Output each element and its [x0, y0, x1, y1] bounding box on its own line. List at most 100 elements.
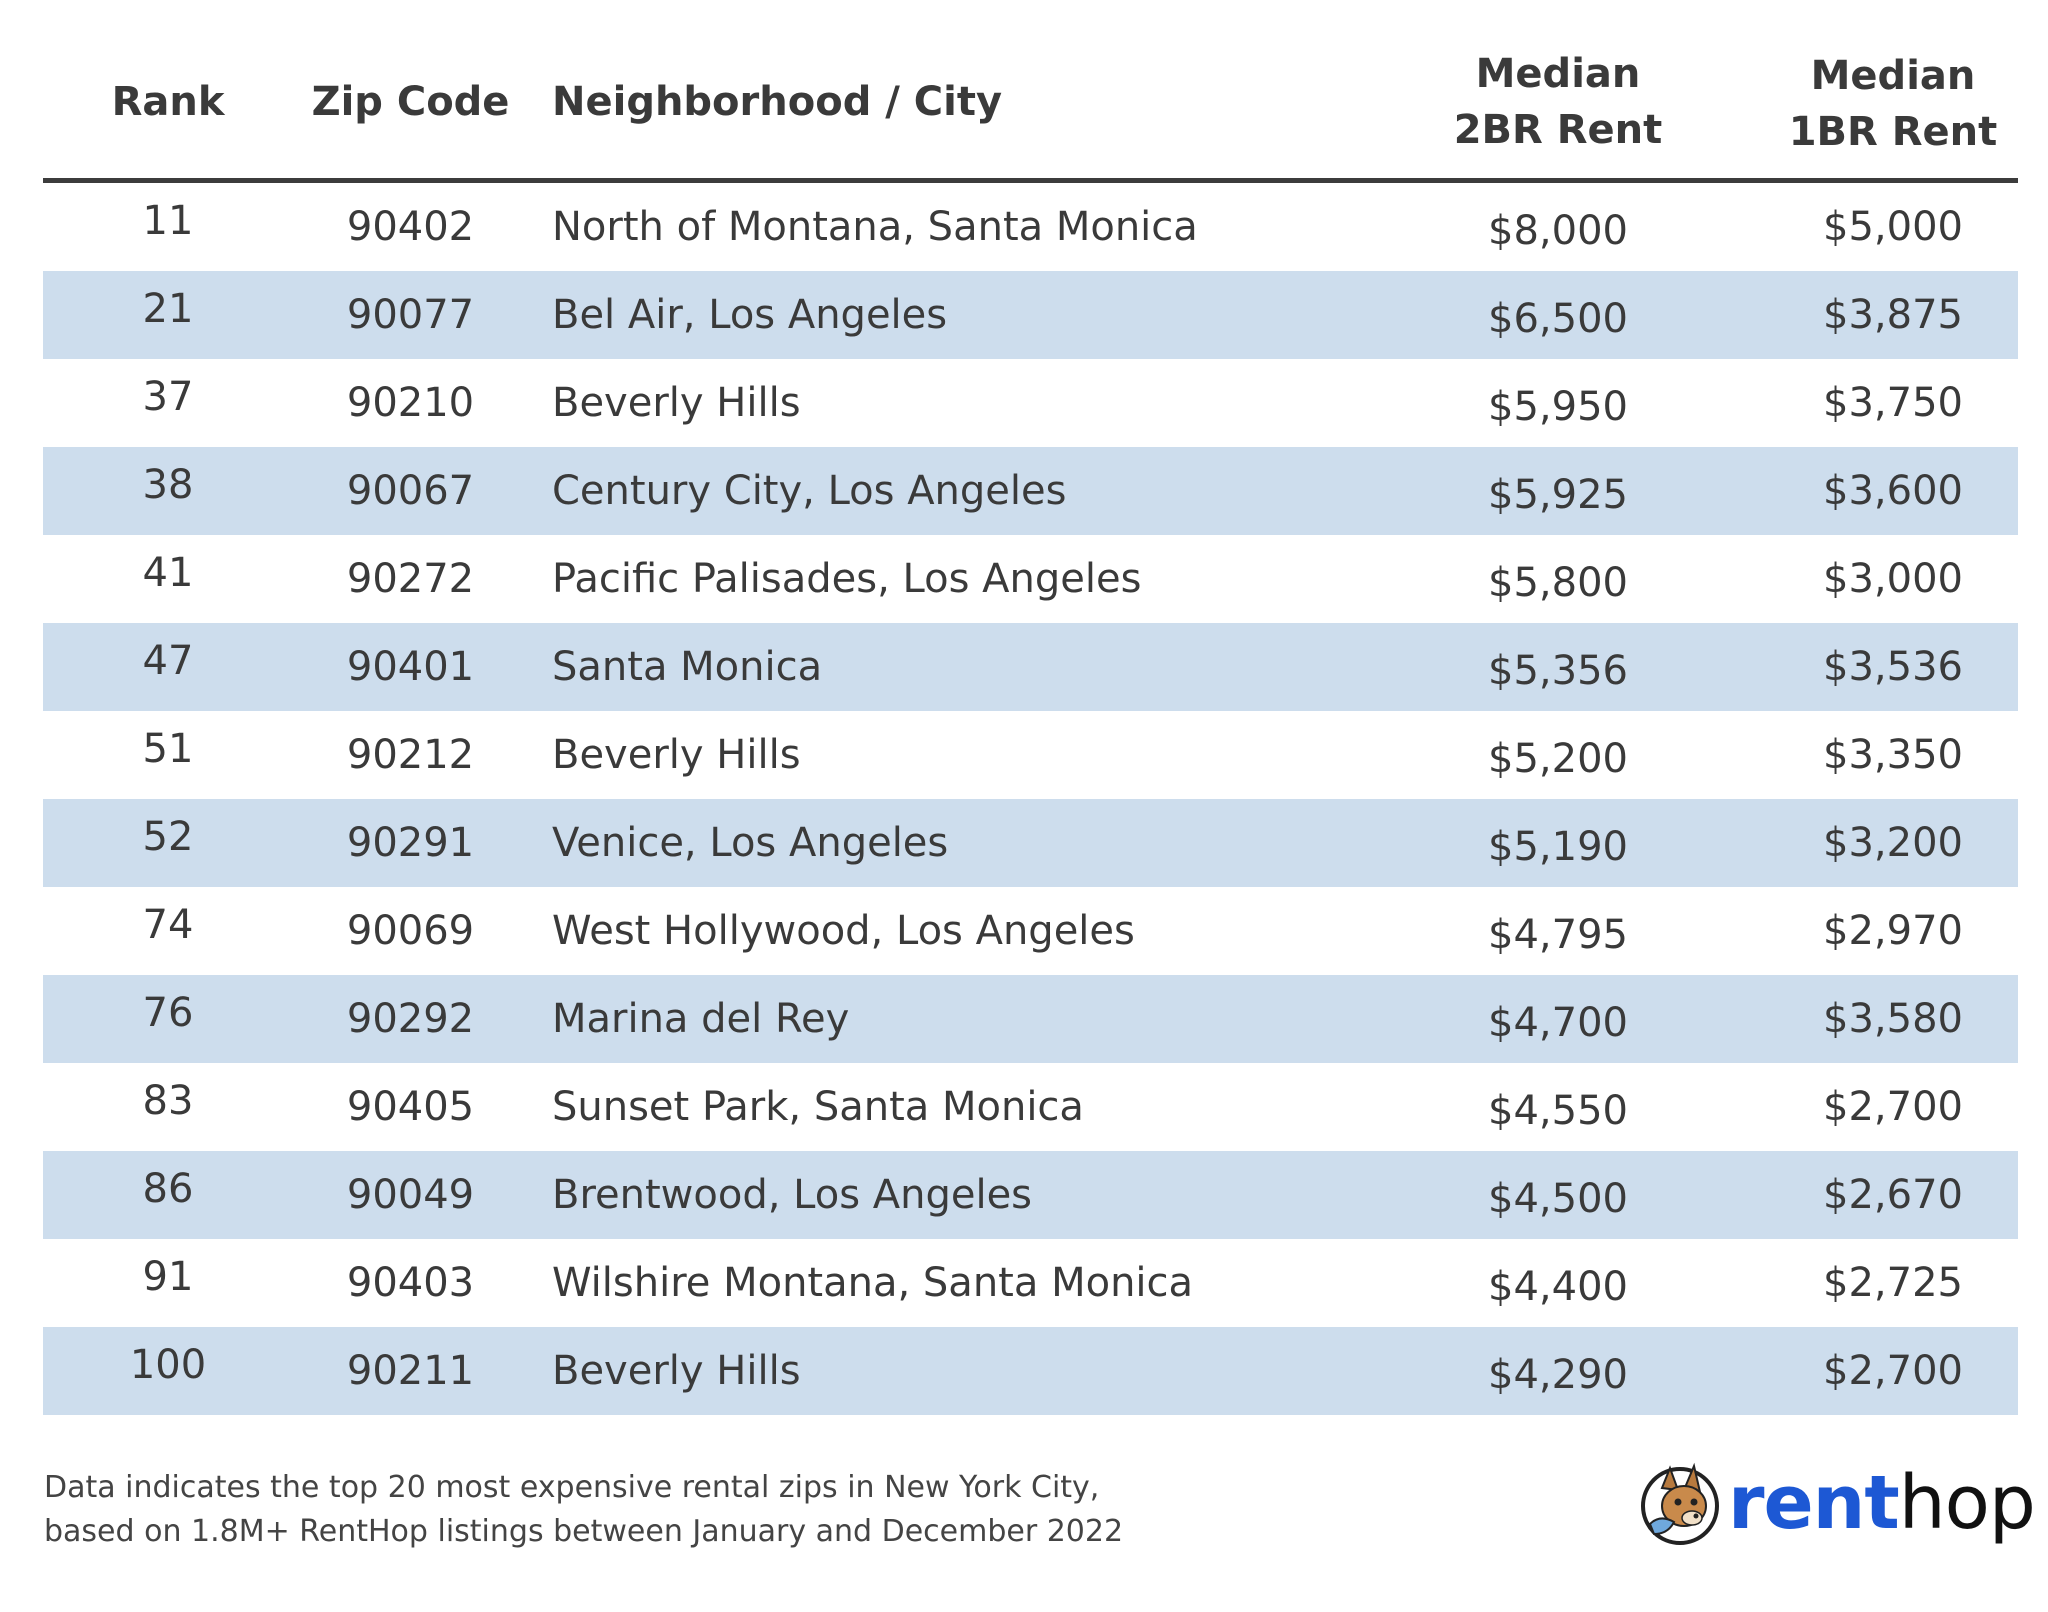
cell-median-2br-rent: $5,356 [1488, 648, 1628, 694]
cell-neighborhood: Santa Monica [552, 644, 823, 690]
footnote-line2: based on 1.8M+ RentHop listings between … [44, 1514, 1124, 1549]
table-row: 91 90403 Wilshire Montana, Santa Monica $4,… [43, 1239, 2018, 1327]
cell-median-2br-rent: $5,925 [1488, 472, 1628, 518]
cell-rank: 100 [129, 1342, 207, 1388]
cell-rank: 76 [142, 990, 194, 1036]
cell-neighborhood: Beverly Hills [552, 380, 801, 426]
cell-median-2br-rent: $5,200 [1488, 736, 1628, 782]
table-header: Rank Zip Code Neighborhood / City Median… [43, 30, 2018, 183]
cell-rank: 52 [142, 814, 194, 860]
table-body: 11 90402 North of Montana, Santa Monica $8,… [43, 183, 2018, 1415]
footnote-line1: Data indicates the top 20 most expensive… [44, 1470, 1100, 1505]
cell-median-1br-rent: $2,670 [1823, 1172, 1963, 1218]
fox-mascot-icon [1641, 1462, 1719, 1545]
cell-rank: 41 [142, 550, 194, 596]
cell-rank: 11 [142, 198, 194, 244]
cell-median-2br-rent: $8,000 [1488, 208, 1628, 254]
cell-neighborhood: North of Montana, Santa Monica [552, 204, 1198, 250]
cell-median-1br-rent: $2,970 [1823, 908, 1963, 954]
cell-median-2br-rent: $4,400 [1488, 1264, 1628, 1310]
cell-zip-code: 90272 [346, 556, 475, 602]
cell-rank: 47 [142, 638, 194, 684]
cell-median-2br-rent: $5,190 [1488, 824, 1628, 870]
cell-median-2br-rent: $5,800 [1488, 560, 1628, 606]
cell-neighborhood: Beverly Hills [552, 1348, 801, 1394]
cell-zip-code: 90405 [346, 1084, 475, 1130]
cell-zip-code: 90291 [346, 820, 475, 866]
cell-median-1br-rent: $3,875 [1823, 292, 1963, 338]
header-neighborhood: Neighborhood / City [552, 79, 1003, 125]
cell-zip-code: 90401 [346, 644, 475, 690]
footnote: Data indicates the top 20 most expensive… [44, 1466, 1244, 1554]
cell-rank: 38 [142, 462, 194, 508]
header-median-1br-line2: 1BR Rent [1788, 109, 1998, 155]
table-row: 86 90049 Brentwood, Los Angeles $4,500 $2,67… [43, 1151, 2018, 1239]
table-row: 21 90077 Bel Air, Los Angeles $6,500 $3,875 [43, 271, 2018, 359]
cell-median-1br-rent: $3,580 [1823, 996, 1963, 1042]
cell-rank: 51 [142, 726, 194, 772]
cell-zip-code: 90403 [346, 1260, 475, 1306]
cell-median-1br-rent: $3,750 [1823, 380, 1963, 426]
table-row: 37 90210 Beverly Hills $5,950 $3,750 [43, 359, 2018, 447]
header-zip-code: Zip Code [311, 79, 510, 125]
cell-rank: 74 [142, 902, 194, 948]
table-row: 100 90211 Beverly Hills $4,290 $2,700 [43, 1327, 2018, 1415]
cell-median-1br-rent: $2,700 [1823, 1084, 1963, 1130]
cell-zip-code: 90067 [346, 468, 475, 514]
cell-rank: 37 [142, 374, 194, 420]
cell-median-1br-rent: $3,350 [1823, 732, 1963, 778]
cell-median-1br-rent: $3,600 [1823, 468, 1963, 514]
cell-zip-code: 90210 [346, 380, 475, 426]
cell-median-1br-rent: $5,000 [1823, 204, 1963, 250]
cell-median-1br-rent: $3,536 [1823, 644, 1963, 690]
table-row: 74 90069 West Hollywood, Los Angeles $4,795… [43, 887, 2018, 975]
table-row: 76 90292 Marina del Rey $4,700 $3,580 [43, 975, 2018, 1063]
header-median-2br-rent: Median 2BR Rent [1333, 46, 1783, 158]
cell-zip-code: 90069 [346, 908, 475, 954]
cell-median-1br-rent: $3,000 [1823, 556, 1963, 602]
cell-neighborhood: West Hollywood, Los Angeles [552, 908, 1135, 954]
logo-wordmark: renthop [1728, 1458, 2036, 1548]
cell-neighborhood: Venice, Los Angeles [552, 820, 949, 866]
cell-rank: 21 [142, 286, 194, 332]
cell-neighborhood: Marina del Rey [552, 996, 850, 1042]
cell-median-2br-rent: $4,700 [1488, 1000, 1628, 1046]
cell-rank: 91 [142, 1254, 194, 1300]
header-median-1br-line1: Median [1810, 53, 1976, 99]
cell-zip-code: 90049 [346, 1172, 475, 1218]
cell-zip-code: 90077 [346, 292, 475, 338]
header-median-2br-line1: Median [1475, 51, 1641, 97]
header-median-2br-line2: 2BR Rent [1453, 107, 1663, 153]
rent-table: Rank Zip Code Neighborhood / City Median… [43, 30, 2018, 1415]
table-row: 38 90067 Century City, Los Angeles $5,925 $3… [43, 447, 2018, 535]
cell-neighborhood: Bel Air, Los Angeles [552, 292, 948, 338]
cell-median-1br-rent: $2,700 [1823, 1348, 1963, 1394]
cell-neighborhood: Century City, Los Angeles [552, 468, 1067, 514]
cell-neighborhood: Pacific Palisades, Los Angeles [552, 556, 1142, 602]
logo-text-rent: rent [1728, 1460, 1900, 1546]
header-median-1br-rent: Median 1BR Rent [1668, 48, 2048, 160]
cell-median-1br-rent: $2,725 [1823, 1260, 1963, 1306]
renthop-logo: renthop [1640, 1458, 2036, 1558]
cell-median-2br-rent: $4,795 [1488, 912, 1628, 958]
cell-rank: 83 [142, 1078, 194, 1124]
table-row: 52 90291 Venice, Los Angeles $5,190 $3,200 [43, 799, 2018, 887]
cell-zip-code: 90212 [346, 732, 475, 778]
cell-median-2br-rent: $4,290 [1488, 1352, 1628, 1398]
cell-median-2br-rent: $6,500 [1488, 296, 1628, 342]
table-row: 83 90405 Sunset Park, Santa Monica $4,550 $2… [43, 1063, 2018, 1151]
cell-neighborhood: Beverly Hills [552, 732, 801, 778]
cell-neighborhood: Sunset Park, Santa Monica [552, 1084, 1084, 1130]
cell-median-2br-rent: $4,550 [1488, 1088, 1628, 1134]
logo-text-hop: hop [1898, 1460, 2036, 1546]
cell-zip-code: 90211 [346, 1348, 475, 1394]
cell-median-2br-rent: $5,950 [1488, 384, 1628, 430]
cell-zip-code: 90292 [346, 996, 475, 1042]
cell-neighborhood: Brentwood, Los Angeles [552, 1172, 1033, 1218]
header-rank: Rank [111, 79, 225, 125]
cell-median-1br-rent: $3,200 [1823, 820, 1963, 866]
cell-neighborhood: Wilshire Montana, Santa Monica [552, 1260, 1194, 1306]
cell-median-2br-rent: $4,500 [1488, 1176, 1628, 1222]
table-row: 11 90402 North of Montana, Santa Monica $8,… [43, 183, 2018, 271]
table-row: 47 90401 Santa Monica $5,356 $3,536 [43, 623, 2018, 711]
